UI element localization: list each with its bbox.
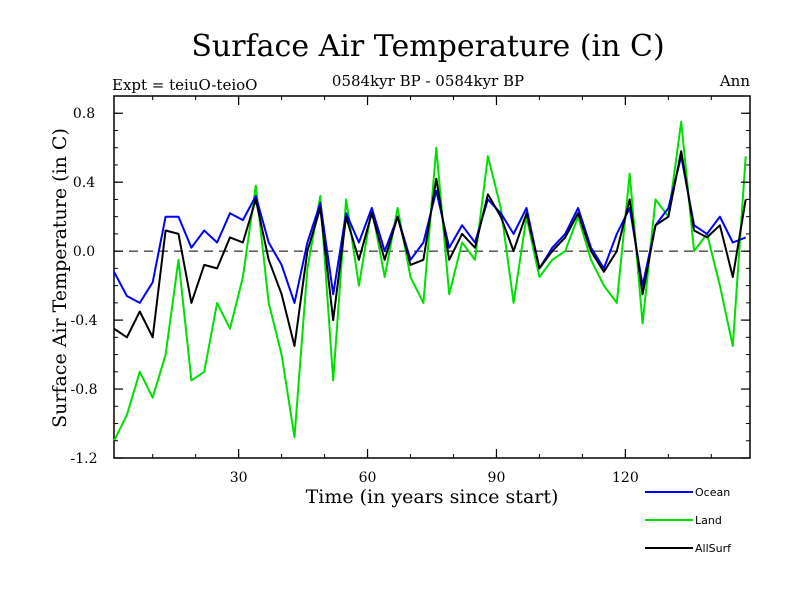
expt-label: Expt = teiuO-teioO	[112, 76, 257, 94]
series-line-land	[113, 120, 747, 442]
plot-area: -1.2 -0.8 -0.4 0.0 0.4 0.8 30 60 90 120	[71, 95, 751, 486]
y-tick-label: 0.0	[73, 244, 95, 260]
x-axis-label: Time (in years since start)	[306, 486, 559, 508]
legend: Ocean Land AllSurf	[645, 486, 732, 555]
period-label: 0584kyr BP - 0584kyr BP	[332, 72, 524, 90]
season-label: Ann	[719, 72, 750, 90]
x-tick-label: 120	[612, 470, 639, 486]
y-tick-label: 0.4	[73, 175, 95, 191]
legend-label-ocean: Ocean	[695, 486, 730, 499]
series-line-allsurf	[113, 150, 747, 347]
y-axis-ticks: -1.2 -0.8 -0.4 0.0 0.4 0.8	[71, 95, 750, 467]
y-tick-label: -1.2	[71, 451, 98, 467]
y-tick-label: -0.4	[71, 313, 98, 329]
legend-label-land: Land	[695, 514, 722, 527]
legend-label-allsurf: AllSurf	[695, 542, 732, 555]
y-tick-label: -0.8	[71, 382, 98, 398]
x-axis-ticks: 30 60 90 120	[152, 96, 712, 486]
y-tick-label: 0.8	[73, 106, 95, 122]
x-tick-label: 60	[359, 470, 377, 486]
x-tick-label: 30	[230, 470, 248, 486]
y-axis-label: Surface Air Temperature (in C)	[49, 128, 71, 428]
plot-frame	[113, 95, 751, 459]
chart-title: Surface Air Temperature (in C)	[191, 29, 664, 64]
x-tick-label: 90	[488, 470, 506, 486]
series-layer	[113, 120, 747, 442]
